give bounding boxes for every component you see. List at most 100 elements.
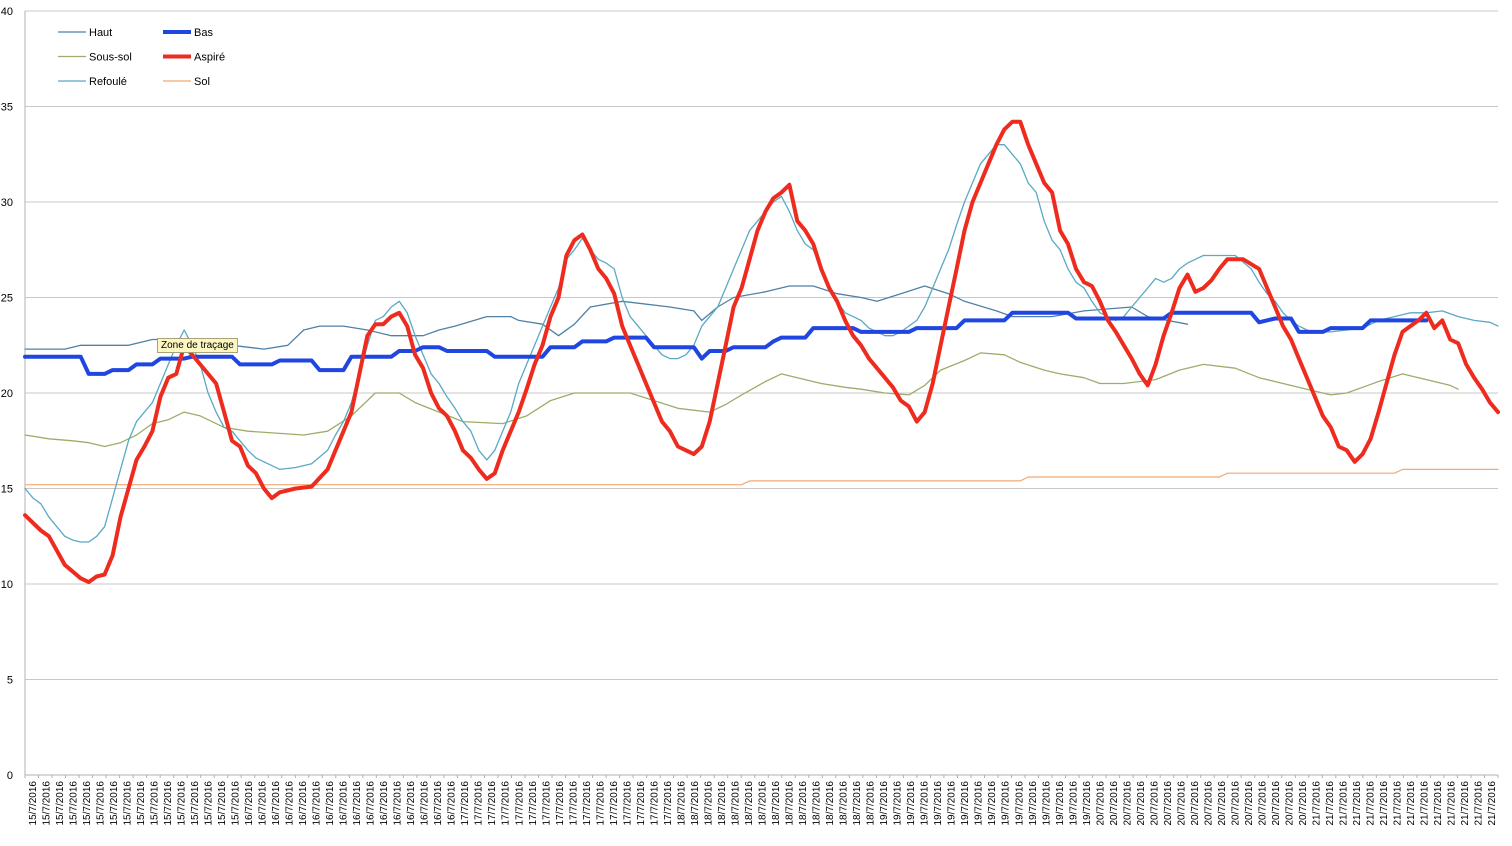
x-tick-label: 19/7/2016 bbox=[893, 781, 904, 826]
gridlines bbox=[25, 10, 1498, 680]
x-tick-label: 16/7/2016 bbox=[379, 781, 390, 826]
x-tick-label: 16/7/2016 bbox=[352, 781, 363, 826]
x-tick-label: 20/7/2016 bbox=[1122, 781, 1133, 826]
x-tick-label: 19/7/2016 bbox=[974, 781, 985, 826]
x-tick-label: 20/7/2016 bbox=[1109, 781, 1120, 826]
y-tick-label: 35 bbox=[1, 102, 13, 114]
legend-label: Bas bbox=[194, 27, 213, 39]
x-tick-label: 17/7/2016 bbox=[609, 781, 620, 826]
x-tick-label: 19/7/2016 bbox=[1041, 781, 1052, 826]
x-tick-label: 21/7/2016 bbox=[1312, 781, 1323, 826]
x-tick-label: 21/7/2016 bbox=[1406, 781, 1417, 826]
series-lines bbox=[23, 119, 1500, 585]
x-tick-label: 16/7/2016 bbox=[285, 781, 296, 826]
x-tick-label: 16/7/2016 bbox=[271, 781, 282, 826]
x-tick-label: 18/7/2016 bbox=[690, 781, 701, 826]
y-tick-label: 40 bbox=[1, 6, 13, 18]
x-tick-label: 15/7/2016 bbox=[68, 781, 79, 826]
y-tick-label: 5 bbox=[7, 675, 13, 687]
tooltip: Zone de traçage bbox=[157, 338, 238, 353]
x-tick-label: 17/7/2016 bbox=[555, 781, 566, 826]
x-tick-label: 20/7/2016 bbox=[1217, 781, 1228, 826]
x-tick-label: 16/7/2016 bbox=[325, 781, 336, 826]
x-tick-label: 18/7/2016 bbox=[717, 781, 728, 826]
y-tick-label: 0 bbox=[7, 770, 13, 782]
x-tick-label: 15/7/2016 bbox=[28, 781, 39, 826]
x-tick-label: 15/7/2016 bbox=[82, 781, 93, 826]
x-tick-label: 18/7/2016 bbox=[785, 781, 796, 826]
legend-label: Aspiré bbox=[194, 52, 225, 64]
x-tick-label: 16/7/2016 bbox=[433, 781, 444, 826]
x-tick-label: 17/7/2016 bbox=[487, 781, 498, 826]
x-tick-label: 20/7/2016 bbox=[1298, 781, 1309, 826]
x-tick-label: 21/7/2016 bbox=[1420, 781, 1431, 826]
series-line-sous-sol bbox=[24, 352, 1459, 448]
x-tick-label: 20/7/2016 bbox=[1244, 781, 1255, 826]
x-tick-label: 16/7/2016 bbox=[257, 781, 268, 826]
x-tick-label: 21/7/2016 bbox=[1393, 781, 1404, 826]
y-tick-label: 10 bbox=[1, 579, 13, 591]
x-tick-label: 20/7/2016 bbox=[1258, 781, 1269, 826]
series-line-sol bbox=[24, 468, 1499, 486]
x-tick-label: 17/7/2016 bbox=[582, 781, 593, 826]
x-tick-label: 15/7/2016 bbox=[95, 781, 106, 826]
x-tick-label: 15/7/2016 bbox=[176, 781, 187, 826]
x-tick-label: 15/7/2016 bbox=[217, 781, 228, 826]
x-tick-label: 20/7/2016 bbox=[1190, 781, 1201, 826]
x-tick-label: 21/7/2016 bbox=[1339, 781, 1350, 826]
x-tick-label: 18/7/2016 bbox=[771, 781, 782, 826]
y-tick-label: 20 bbox=[1, 388, 13, 400]
x-tick-label: 17/7/2016 bbox=[636, 781, 647, 826]
x-tick-label: 21/7/2016 bbox=[1352, 781, 1363, 826]
x-tick-label: 15/7/2016 bbox=[230, 781, 241, 826]
series-line-aspir- bbox=[23, 119, 1500, 585]
legend: Haut Bas Sous-sol Aspiré Refoulé Sol bbox=[58, 27, 225, 88]
y-tick-label: 15 bbox=[1, 484, 13, 496]
series-line-bas bbox=[23, 310, 1429, 376]
x-tick-label: 19/7/2016 bbox=[1055, 781, 1066, 826]
x-tick-label: 19/7/2016 bbox=[906, 781, 917, 826]
x-tick-label: 20/7/2016 bbox=[1285, 781, 1296, 826]
x-tick-label: 16/7/2016 bbox=[420, 781, 431, 826]
x-tick-label: 15/7/2016 bbox=[122, 781, 133, 826]
x-tick-label: 18/7/2016 bbox=[703, 781, 714, 826]
x-tick-label: 17/7/2016 bbox=[514, 781, 525, 826]
x-tick-label: 17/7/2016 bbox=[622, 781, 633, 826]
x-tick-label: 19/7/2016 bbox=[1082, 781, 1093, 826]
x-tick-label: 16/7/2016 bbox=[244, 781, 255, 826]
x-tick-label: 15/7/2016 bbox=[136, 781, 147, 826]
x-tick-label: 15/7/2016 bbox=[41, 781, 52, 826]
x-tick-label: 18/7/2016 bbox=[852, 781, 863, 826]
x-tick-label: 18/7/2016 bbox=[798, 781, 809, 826]
x-tick-label: 17/7/2016 bbox=[663, 781, 674, 826]
x-tick-label: 18/7/2016 bbox=[676, 781, 687, 826]
x-tick-label: 15/7/2016 bbox=[190, 781, 201, 826]
x-tick-label: 16/7/2016 bbox=[393, 781, 404, 826]
x-tick-label: 18/7/2016 bbox=[866, 781, 877, 826]
x-tick-label: 20/7/2016 bbox=[1095, 781, 1106, 826]
x-axis: 15/7/2016 15/7/2016 15/7/2016 15/7/2016 15/7… bbox=[24, 774, 1499, 826]
x-tick-label: 20/7/2016 bbox=[1163, 781, 1174, 826]
x-tick-label: 20/7/2016 bbox=[1176, 781, 1187, 826]
x-tick-label: 18/7/2016 bbox=[839, 781, 850, 826]
x-tick-label: 19/7/2016 bbox=[1001, 781, 1012, 826]
x-tick-label: 19/7/2016 bbox=[933, 781, 944, 826]
x-tick-label: 15/7/2016 bbox=[109, 781, 120, 826]
x-tick-label: 19/7/2016 bbox=[1028, 781, 1039, 826]
x-tick-label: 17/7/2016 bbox=[528, 781, 539, 826]
x-tick-label: 20/7/2016 bbox=[1203, 781, 1214, 826]
x-tick-label: 18/7/2016 bbox=[744, 781, 755, 826]
x-tick-label: 18/7/2016 bbox=[758, 781, 769, 826]
x-tick-label: 20/7/2016 bbox=[1271, 781, 1282, 826]
x-tick-label: 16/7/2016 bbox=[298, 781, 309, 826]
legend-label: Sol bbox=[194, 76, 210, 88]
x-tick-label: 21/7/2016 bbox=[1447, 781, 1458, 826]
x-tick-label: 17/7/2016 bbox=[649, 781, 660, 826]
y-tick-label: 30 bbox=[1, 197, 13, 209]
legend-label: Haut bbox=[89, 27, 112, 39]
x-tick-label: 17/7/2016 bbox=[460, 781, 471, 826]
x-tick-label: 19/7/2016 bbox=[947, 781, 958, 826]
x-tick-label: 16/7/2016 bbox=[366, 781, 377, 826]
